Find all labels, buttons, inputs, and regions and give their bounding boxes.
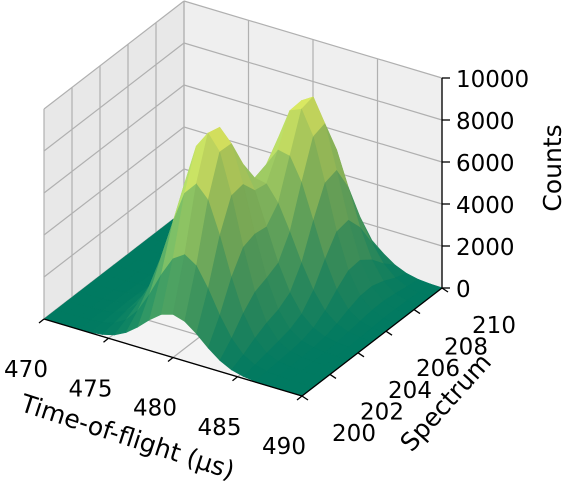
x-tick-mark — [296, 395, 303, 401]
left-pane — [44, 1, 184, 319]
z-tick-label: 10000 — [456, 67, 529, 93]
z-tick-label: 8000 — [456, 109, 515, 135]
y-tick-label: 200 — [332, 421, 376, 447]
x-tick-label: 480 — [133, 396, 177, 422]
y-tick-mark — [329, 373, 337, 379]
z-gridline-left — [43, 84, 185, 194]
y-axis-line — [301, 287, 443, 397]
x-tick-mark — [103, 337, 109, 343]
z-gridline-left — [43, 0, 185, 110]
y-tick-mark — [385, 330, 393, 336]
z-gridline-back — [183, 42, 443, 121]
y-tick-label: 208 — [444, 335, 488, 361]
z-gridline-back — [183, 0, 443, 79]
x-tick-mark — [167, 356, 174, 363]
z-tick-label: 4000 — [456, 193, 515, 219]
x-tick-label: 475 — [69, 376, 113, 402]
y-tick-mark — [413, 309, 421, 315]
z-gridline-left — [43, 42, 185, 152]
x-tick-label: 490 — [262, 434, 306, 460]
z-tick-label: 6000 — [456, 151, 515, 177]
y-tick-mark — [301, 395, 309, 401]
z-tick-label: 0 — [456, 277, 471, 303]
y-tick-mark — [441, 287, 449, 293]
x-tick-mark — [38, 318, 45, 324]
x-axis-ticks: 470 475 480 485 490 — [4, 318, 306, 460]
x-tick-mark — [232, 376, 238, 382]
x-tick-label: 470 — [4, 357, 48, 383]
z-axis-ticks: 0 2000 4000 6000 8000 10000 — [442, 67, 529, 303]
y-tick-label: 206 — [416, 356, 460, 382]
surface-plot — [43, 96, 443, 397]
z-gridline-left — [43, 168, 185, 278]
y-tick-label: 210 — [472, 313, 516, 339]
y-tick-label: 202 — [360, 399, 404, 425]
y-tick-mark — [357, 352, 365, 358]
z-gridline-left — [43, 126, 185, 236]
z-axis-label: Counts — [538, 124, 567, 211]
z-tick-label: 2000 — [456, 235, 515, 261]
x-tick-label: 485 — [198, 415, 242, 441]
y-tick-label: 204 — [388, 378, 432, 404]
